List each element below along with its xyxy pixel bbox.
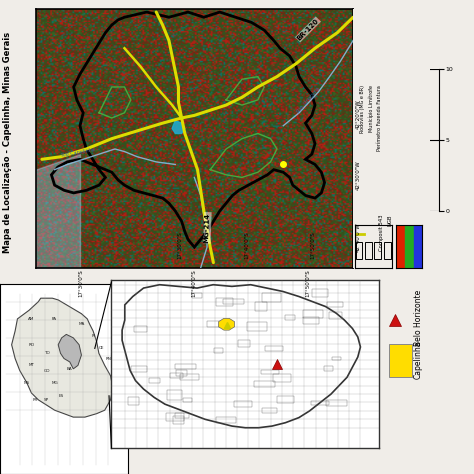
Bar [216, 417, 236, 423]
Bar [207, 321, 221, 327]
Text: GO: GO [43, 369, 50, 373]
Text: MT: MT [28, 364, 35, 367]
Bar [329, 312, 342, 319]
Bar [389, 344, 412, 377]
Bar [396, 225, 405, 268]
Bar [356, 242, 362, 259]
Bar [223, 299, 244, 304]
Text: 17°30'0"S: 17°30'0"S [78, 269, 83, 297]
Text: TO: TO [44, 351, 49, 356]
Bar [216, 298, 233, 306]
Bar [173, 416, 184, 424]
Bar [192, 292, 202, 298]
Text: BR-120: BR-120 [296, 18, 320, 42]
Text: SP: SP [44, 398, 49, 402]
Text: MS: MS [24, 381, 30, 384]
Bar [265, 346, 283, 351]
Text: Capelinha: Capelinha [414, 341, 423, 380]
Polygon shape [172, 120, 185, 134]
Bar [311, 401, 328, 405]
Bar [326, 400, 347, 406]
Polygon shape [219, 319, 235, 330]
Text: 17°50'0"S: 17°50'0"S [306, 269, 310, 297]
Bar [180, 374, 199, 380]
Bar [312, 289, 328, 297]
Text: 17°40'0"S: 17°40'0"S [244, 231, 249, 259]
Bar [261, 370, 279, 374]
Text: 17°40'0"S: 17°40'0"S [192, 269, 197, 297]
Bar [176, 371, 187, 376]
Text: PR: PR [32, 398, 37, 402]
Text: 17°30'0"S: 17°30'0"S [178, 231, 182, 259]
Bar [174, 413, 189, 418]
Text: Rio Uruçura: Rio Uruçura [296, 86, 320, 114]
Bar [303, 310, 323, 318]
Text: CE: CE [99, 346, 104, 350]
Text: Mapa de Localização - Capelinha, Minas Gerais: Mapa de Localização - Capelinha, Minas G… [3, 32, 11, 253]
Bar [285, 315, 295, 320]
Bar [149, 378, 160, 383]
Bar [405, 225, 414, 268]
Bar [262, 408, 277, 413]
Bar [183, 398, 192, 402]
Text: ES: ES [59, 394, 64, 399]
Text: RO: RO [28, 343, 35, 346]
Text: 17°50'0"S: 17°50'0"S [310, 231, 315, 259]
Bar [234, 401, 252, 408]
Bar [165, 413, 184, 421]
Text: PA: PA [52, 317, 57, 321]
Text: PI: PI [91, 334, 95, 338]
Text: 42°30'0"W: 42°30'0"W [356, 161, 361, 190]
Bar [128, 397, 139, 405]
Bar [247, 322, 267, 331]
Bar [384, 242, 391, 259]
Text: RN: RN [105, 356, 111, 361]
Bar [414, 225, 422, 268]
Text: 42°20'0"W: 42°20'0"W [356, 99, 361, 128]
Text: 42°40'0"W: 42°40'0"W [356, 222, 361, 252]
Polygon shape [58, 334, 82, 369]
Bar [262, 293, 282, 302]
Bar [255, 302, 267, 310]
Bar [214, 348, 223, 353]
Bar [170, 374, 183, 378]
Bar [131, 365, 146, 373]
Bar [174, 364, 196, 369]
Bar [167, 391, 182, 400]
Bar [277, 396, 294, 403]
Text: MG-214: MG-214 [204, 213, 211, 243]
Bar [374, 242, 381, 259]
Text: Perímetro Fazenda Fantura: Perímetro Fazenda Fantura [377, 85, 383, 151]
Text: AM: AM [28, 317, 35, 321]
Text: NGB: NGB [388, 214, 393, 226]
Bar [325, 365, 333, 371]
Bar [302, 317, 319, 324]
Text: Composit 543: Composit 543 [379, 214, 384, 251]
Bar [332, 356, 341, 360]
Text: Belo Horizonte: Belo Horizonte [414, 290, 423, 346]
Text: Município Limítrofe: Município Limítrofe [369, 85, 374, 132]
Text: Rio Capelinha: Rio Capelinha [61, 147, 95, 158]
Text: MA: MA [78, 322, 85, 326]
Polygon shape [122, 285, 360, 428]
Text: MG: MG [51, 381, 58, 384]
Bar [328, 302, 343, 307]
Text: BA: BA [67, 367, 73, 371]
Polygon shape [12, 298, 113, 417]
Bar [238, 340, 250, 347]
Bar [273, 374, 291, 383]
Bar [134, 326, 147, 332]
Bar [254, 381, 274, 387]
Text: Rodovias (MG e BR): Rodovias (MG e BR) [360, 85, 365, 133]
Bar [365, 242, 372, 259]
